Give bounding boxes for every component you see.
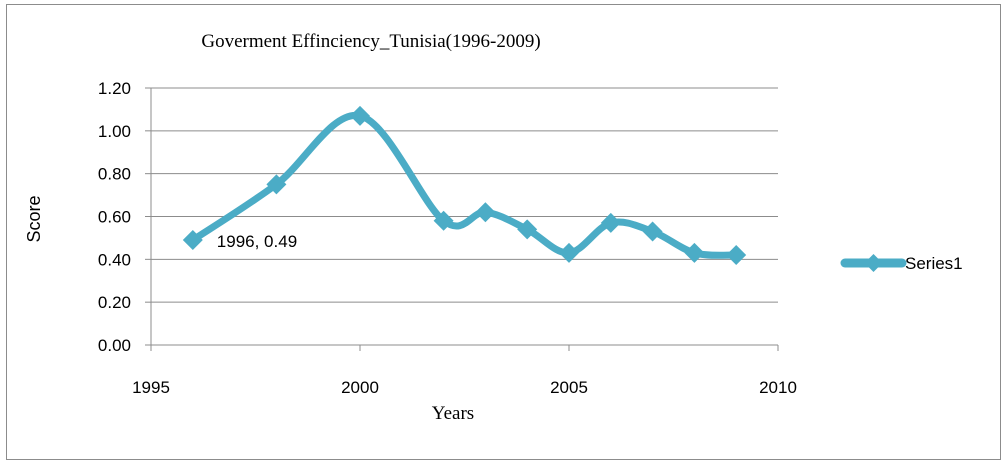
data-point-marker bbox=[475, 202, 496, 223]
data-point-marker bbox=[433, 210, 454, 231]
data-point-marker bbox=[726, 245, 747, 266]
data-point-marker bbox=[350, 105, 370, 126]
x-tick-label: 2010 bbox=[759, 378, 797, 397]
axes bbox=[145, 87, 779, 351]
y-tick-label: 0.60 bbox=[98, 208, 131, 227]
chart-title: Goverment Effinciency_Tunisia(1996-2009) bbox=[201, 31, 540, 52]
data-point-marker bbox=[182, 230, 203, 251]
data-point-marker bbox=[642, 221, 663, 242]
y-tick-label: 0.20 bbox=[98, 293, 131, 312]
data-point-marker bbox=[684, 242, 705, 263]
data-label: 1996, 0.49 bbox=[217, 232, 297, 251]
gridlines bbox=[151, 87, 778, 303]
x-tick-label: 2005 bbox=[550, 378, 588, 397]
y-tick-label: 1.00 bbox=[98, 122, 131, 141]
legend-series-marker bbox=[864, 254, 883, 272]
data-labels: 1996, 0.49 bbox=[217, 232, 297, 251]
series-markers bbox=[182, 105, 747, 266]
data-point-marker bbox=[266, 174, 287, 195]
x-tick-label: 2000 bbox=[341, 378, 379, 397]
y-tick-label: 0.40 bbox=[98, 250, 131, 269]
chart-frame: Goverment Effinciency_Tunisia(1996-2009)… bbox=[6, 4, 1001, 460]
data-point-marker bbox=[517, 219, 538, 240]
y-tick-label: 1.20 bbox=[98, 79, 131, 98]
data-point-marker bbox=[559, 242, 579, 263]
data-point-marker bbox=[600, 212, 621, 233]
legend: Series1 bbox=[840, 254, 963, 273]
tick-labels: 0.00 0.20 0.40 0.60 0.80 1.00 1.20 1995 2000 2005… bbox=[98, 79, 797, 397]
chart-svg: Goverment Effinciency_Tunisia(1996-2009)… bbox=[24, 31, 963, 424]
x-tick-label: 1995 bbox=[132, 378, 170, 397]
y-tick-label: 0.80 bbox=[98, 165, 131, 184]
x-axis-title: Years bbox=[432, 403, 474, 424]
legend-series-label: Series1 bbox=[905, 254, 963, 273]
y-tick-label: 0.00 bbox=[98, 336, 131, 355]
y-axis-title: Score bbox=[24, 195, 44, 242]
